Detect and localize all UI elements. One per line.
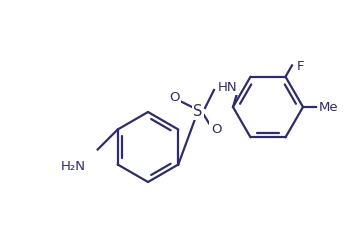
Text: F: F: [297, 60, 304, 73]
Text: S: S: [193, 104, 203, 119]
Text: Me: Me: [319, 101, 339, 114]
Text: HN: HN: [218, 81, 238, 94]
Text: H₂N: H₂N: [61, 159, 86, 172]
Text: O: O: [211, 123, 221, 136]
Text: O: O: [169, 91, 179, 104]
